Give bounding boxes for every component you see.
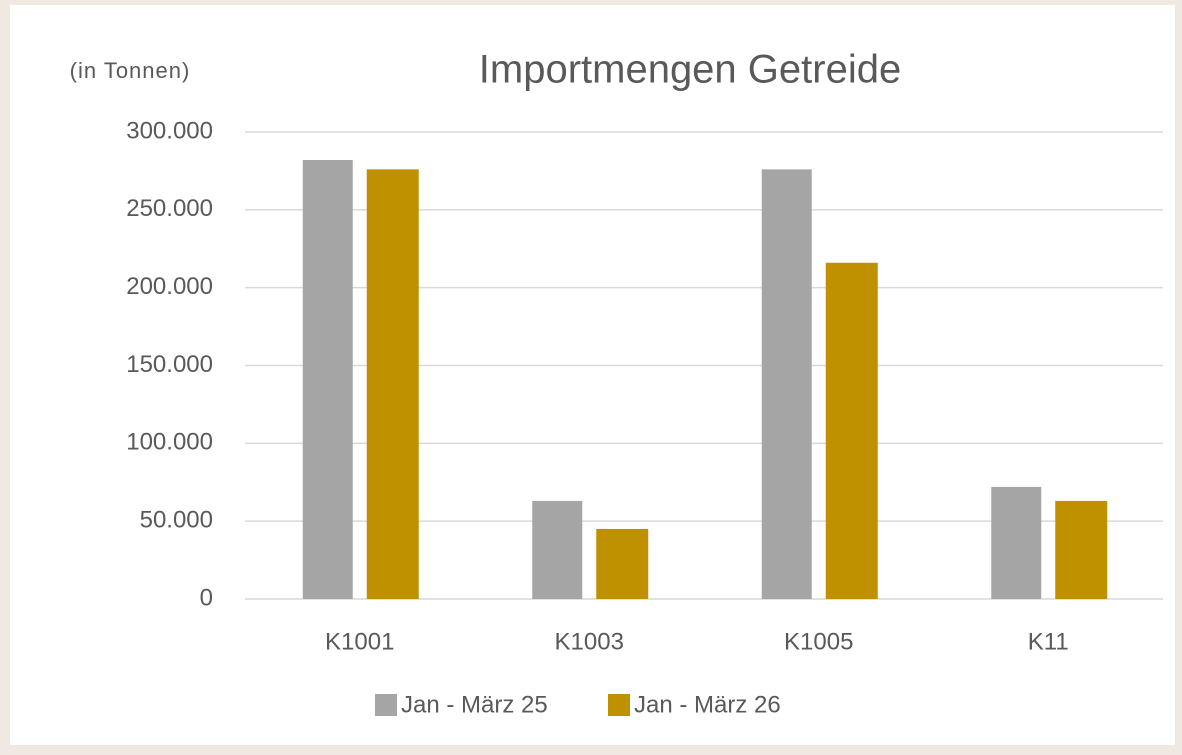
y-axis-label: (in Tonnen) (70, 58, 191, 83)
bar (825, 262, 878, 599)
bar (1055, 500, 1108, 599)
x-tick-label: K1005 (784, 628, 853, 655)
x-tick-label: K1001 (325, 628, 394, 655)
bar (596, 528, 649, 599)
y-tick-label: 50.000 (140, 507, 213, 534)
y-tick-label: 200.000 (126, 273, 213, 300)
x-tick-label: K11 (1028, 628, 1069, 655)
bar (991, 486, 1042, 599)
legend-label: Jan - März 25 (401, 691, 548, 718)
x-tick-label: K1003 (555, 628, 624, 655)
y-tick-label: 300.000 (126, 117, 213, 144)
legend-label: Jan - März 26 (634, 691, 781, 718)
bar (302, 160, 353, 599)
bar (366, 169, 419, 600)
y-tick-label: 0 (200, 584, 213, 611)
bar (761, 169, 812, 600)
chart-area (10, 5, 1175, 745)
legend-swatch (375, 694, 397, 716)
legend-swatch (608, 694, 630, 716)
y-tick-label: 100.000 (126, 429, 213, 456)
y-tick-label: 150.000 (126, 351, 213, 378)
bar (532, 500, 583, 599)
chart-title: Importmengen Getreide (479, 48, 901, 92)
y-tick-label: 250.000 (126, 195, 213, 222)
